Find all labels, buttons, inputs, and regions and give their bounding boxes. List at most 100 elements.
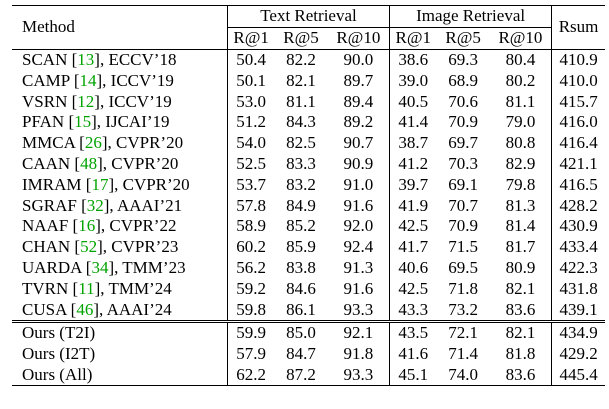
metric-cell: 43.3 [398, 299, 429, 319]
metric-cell: 59.2 [236, 278, 266, 298]
metric-cell: 85.0 [274, 319, 328, 344]
metric-cell: 84.3 [286, 112, 316, 132]
metric-cell: 41.6 [398, 344, 429, 364]
metric-cell: 72.1 [436, 319, 490, 344]
method-venue: ECCV’18 [108, 49, 177, 69]
method-cell: CAAN [48], CVPR’20 [12, 153, 228, 175]
metric-cell: 92.0 [327, 215, 391, 237]
method-venue: CVPR’23 [111, 237, 179, 257]
metric-cell: 71.8 [448, 278, 478, 298]
header-metric: R@10 [327, 27, 391, 50]
table-row: SCAN [13], ECCV’18 50.4 82.2 90.0 38.6 69.3 80… [12, 48, 605, 71]
metric-cell: 85.9 [286, 237, 316, 257]
metric-cell: 81.8 [489, 343, 553, 365]
citation-link[interactable]: 32 [86, 195, 104, 215]
metric-cell: 56.2 [236, 257, 266, 277]
metric-cell: 93.3 [327, 299, 391, 322]
metric-cell: 92.1 [327, 319, 391, 344]
metric-cell: 70.7 [448, 195, 478, 215]
citation-link[interactable]: 14 [79, 70, 97, 90]
table-row: VSRN [12], ICCV’19 53.0 81.1 89.4 40.5 70.6 81… [12, 91, 605, 112]
metric-cell: 42.5 [398, 278, 429, 298]
rsum-cell: 445.4 [551, 364, 605, 387]
citation-link[interactable]: 26 [84, 133, 102, 153]
citation-link[interactable]: 48 [80, 153, 98, 173]
method-cell: SGRAF [32], AAAI’21 [12, 195, 228, 216]
citation-link[interactable]: 13 [77, 49, 95, 69]
table-body: SCAN [13], ECCV’18 50.4 82.2 90.0 38.6 69.3 80… [12, 48, 605, 387]
method-cell: IMRAM [17], CVPR’20 [12, 174, 228, 196]
method-name: CUSA [22, 299, 67, 319]
header-metric: R@1 [233, 28, 269, 48]
metric-cell: 70.9 [448, 112, 478, 132]
header-text-retrieval: Text Retrieval [227, 5, 391, 28]
method-name: CAMP [22, 70, 70, 90]
metric-cell: 82.5 [286, 133, 316, 153]
metric-cell: 82.1 [489, 278, 553, 300]
method-cell: MMCA [26], CVPR’20 [12, 132, 228, 154]
metric-cell: 79.8 [489, 174, 553, 196]
metric-cell: 83.8 [286, 257, 316, 277]
metric-cell: 59.8 [236, 299, 266, 319]
rsum-cell: 421.1 [559, 153, 598, 173]
table-row: CHAN [52], CVPR’23 60.2 85.9 92.4 41.7 71.5 81… [12, 236, 605, 258]
metric-cell: 91.6 [327, 195, 391, 216]
citation-link[interactable]: 12 [77, 91, 95, 111]
metric-cell: 89.7 [327, 70, 391, 92]
metric-cell: 89.4 [327, 91, 391, 112]
metric-cell: 81.1 [286, 91, 316, 111]
table-row: MMCA [26], CVPR’20 54.0 82.5 90.7 38.7 69.7 80… [12, 132, 605, 154]
table-row-ours: Ours (I2T) 57.9 84.7 91.8 41.6 71.4 81.8 429.2 [12, 343, 605, 365]
metric-cell: 38.6 [389, 48, 437, 71]
rsum-cell: 431.8 [559, 278, 598, 298]
metric-cell: 90.9 [327, 153, 391, 175]
rsum-cell: 439.1 [559, 299, 598, 319]
metric-cell: 70.9 [448, 216, 478, 236]
results-table: Method Text Retrieval Image Retrieval Rs… [12, 5, 605, 387]
citation-link[interactable]: 17 [91, 174, 109, 194]
metric-cell: 39.7 [398, 174, 429, 194]
rsum-cell: 433.4 [559, 237, 598, 257]
metric-cell: 71.5 [448, 237, 478, 257]
metric-cell: 82.1 [286, 70, 316, 90]
citation-link[interactable]: 15 [74, 112, 92, 132]
metric-cell: 71.4 [448, 344, 478, 364]
metric-cell: 57.9 [236, 344, 266, 364]
metric-cell: 81.1 [489, 91, 553, 112]
rsum-cell: 434.9 [551, 319, 605, 344]
metric-cell: 41.4 [398, 112, 429, 132]
citation-link[interactable]: 16 [78, 216, 96, 236]
method-venue: CVPR’22 [109, 216, 177, 236]
metric-cell: 84.6 [286, 278, 316, 298]
citation-link[interactable]: 11 [78, 278, 95, 298]
rsum-cell: 429.2 [559, 344, 598, 364]
table-row-ours: Ours (T2I) 59.9 85.0 92.1 43.5 72.1 82.1 434.9 [12, 319, 605, 344]
citation-link[interactable]: 46 [76, 299, 94, 319]
metric-cell: 82.9 [489, 153, 553, 175]
metric-cell: 81.3 [489, 195, 553, 216]
metric-cell: 53.7 [236, 174, 266, 194]
method-venue: AAAI’21 [116, 195, 183, 215]
citation-link[interactable]: 34 [91, 257, 109, 277]
header-metric: R@5 [445, 28, 481, 48]
method-name: CAAN [22, 153, 71, 173]
citation-link[interactable]: 52 [80, 237, 98, 257]
method-name: CHAN [22, 237, 71, 257]
header-metric: R@5 [283, 28, 319, 48]
method-venue: AAAI’24 [106, 299, 172, 319]
header-image-retrieval: Image Retrieval [389, 5, 553, 28]
metric-cell: 92.4 [327, 236, 391, 258]
metric-cell: 69.7 [448, 133, 478, 153]
metric-cell: 69.3 [436, 48, 490, 71]
rsum-cell: 410.9 [551, 48, 605, 71]
metric-cell: 50.4 [227, 48, 275, 71]
metric-cell: 80.4 [489, 48, 553, 71]
metric-cell: 80.2 [489, 70, 553, 92]
method-venue: CVPR’20 [111, 153, 179, 173]
table-row: PFAN [15], IJCAI’19 51.2 84.3 89.2 41.4 70.9 7… [12, 111, 605, 133]
metric-cell: 41.9 [398, 195, 429, 215]
method-name: Ours (T2I) [12, 319, 228, 344]
metric-cell: 82.2 [274, 48, 328, 71]
metric-cell: 40.6 [398, 257, 429, 277]
metric-cell: 83.3 [286, 153, 316, 173]
